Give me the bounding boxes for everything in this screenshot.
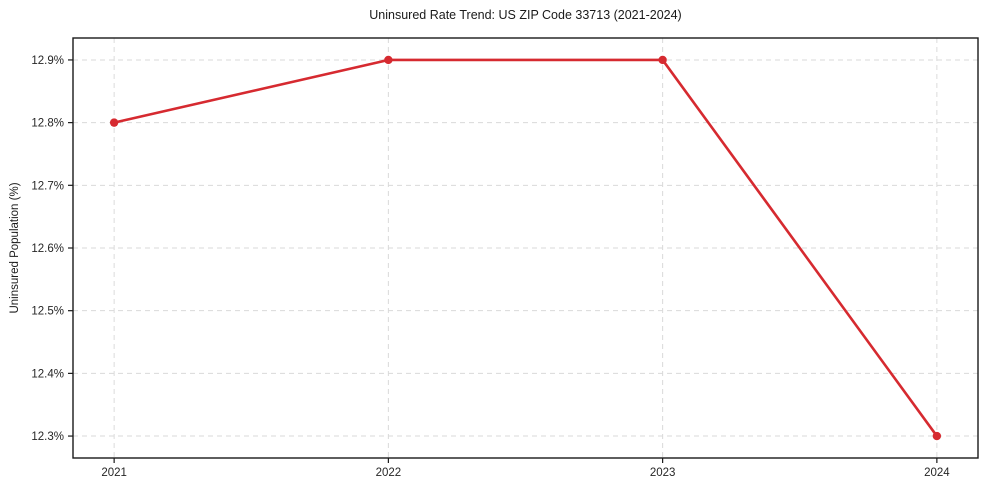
x-tick-label: 2021 <box>101 467 127 479</box>
y-tick-label: 12.3% <box>31 431 64 443</box>
data-point-marker <box>384 55 393 65</box>
y-tick-label: 12.6% <box>31 243 64 255</box>
y-tick-label: 12.8% <box>31 118 64 130</box>
chart-title: Uninsured Rate Trend: US ZIP Code 33713 … <box>369 8 682 22</box>
data-point-marker <box>109 118 119 127</box>
x-tick-label: 2024 <box>924 467 950 479</box>
x-tick-label: 2023 <box>650 467 676 479</box>
trend-line <box>112 58 939 438</box>
data-point-marker <box>932 431 942 441</box>
axes-spines <box>72 37 979 459</box>
y-tick-label: 12.9% <box>31 55 64 67</box>
y-tick-label: 12.7% <box>31 180 64 192</box>
y-axis-label: Uninsured Population (%) <box>9 182 21 314</box>
y-tick-label: 12.5% <box>31 306 64 318</box>
x-tick-label: 2022 <box>376 467 402 479</box>
y-tick-label: 12.4% <box>31 368 64 380</box>
data-point-marker <box>658 55 667 65</box>
